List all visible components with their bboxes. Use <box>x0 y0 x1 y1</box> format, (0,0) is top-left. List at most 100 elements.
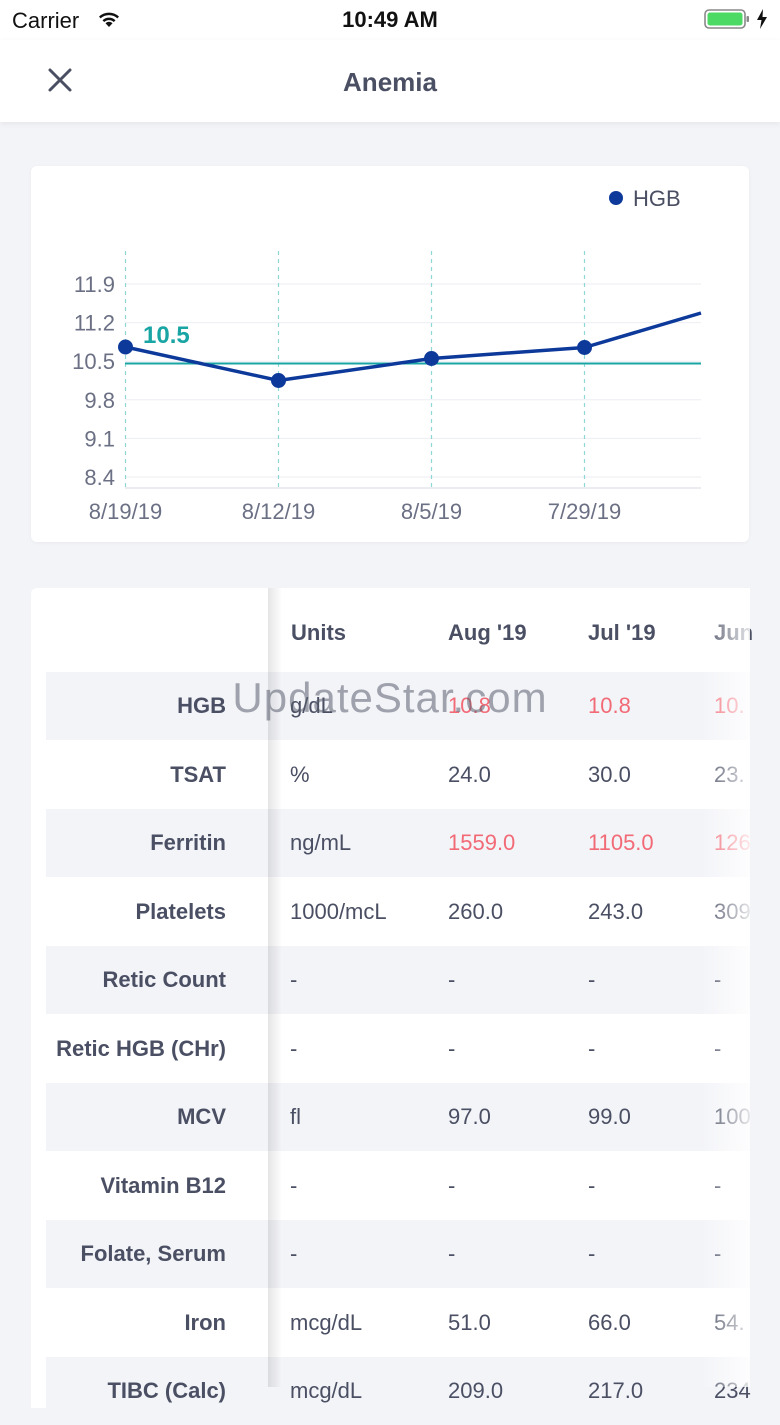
cell-jun: - <box>714 1241 722 1266</box>
cell-jul-19: - <box>588 1241 596 1266</box>
cell-aug-19: 209.0 <box>448 1378 504 1403</box>
battery-icon <box>704 9 749 29</box>
cell-units: ng/mL <box>290 830 352 855</box>
wifi-icon <box>99 12 119 27</box>
row-label: Folate, Serum <box>80 1241 226 1266</box>
cell-aug-19: 24.0 <box>448 761 491 787</box>
nav-bar: Anemia <box>0 40 780 122</box>
table-row[interactable]: Ferritin ng/mL 1559.0 1105.0 126 <box>46 809 751 877</box>
cell-jul-19: 217.0 <box>588 1378 644 1403</box>
table-row[interactable]: Folate, Serum - - - - <box>46 1220 750 1288</box>
cell-units: - <box>290 1035 298 1061</box>
table-row[interactable]: TIBC (Calc) mcg/dL 209.0 217.0 234 <box>46 1357 751 1425</box>
cell-units: - <box>290 1172 298 1198</box>
hgb-data-point <box>271 373 286 388</box>
cell-jul-19: 10.8 <box>588 693 631 718</box>
table-row[interactable]: HGB g/dL 10.8 10.8 10. <box>46 672 750 740</box>
reference-line-label: 10.5 <box>143 322 190 349</box>
cell-units: mcg/dL <box>290 1309 363 1335</box>
table-row[interactable]: Platelets 1000/mcL 260.0 243.0 309 <box>46 878 751 946</box>
cell-jul-19: - <box>588 1172 596 1198</box>
row-label: Iron <box>184 1309 226 1335</box>
cell-jun: - <box>714 1172 722 1198</box>
charging-bolt-icon <box>757 9 767 29</box>
cell-jun: - <box>714 967 722 992</box>
row-label: Retic Count <box>102 967 226 992</box>
cell-aug-19: 10.8 <box>448 693 491 718</box>
row-label: Retic HGB (CHr) <box>56 1035 226 1061</box>
table-row[interactable]: Vitamin B12 - - - - <box>46 1152 750 1220</box>
legend-marker <box>609 191 623 205</box>
y-tick-label: 9.1 <box>84 426 115 451</box>
row-label: TIBC (Calc) <box>107 1378 226 1403</box>
y-tick-label: 11.9 <box>74 272 115 297</box>
cell-units: mcg/dL <box>290 1378 363 1403</box>
cell-jul-19: 243.0 <box>588 898 644 924</box>
cell-jul-19: - <box>588 967 596 992</box>
carrier-label: Carrier <box>12 8 80 33</box>
cell-aug-19: - <box>448 1035 456 1061</box>
table-row[interactable]: Retic Count - - - - <box>46 946 750 1014</box>
chart-card: 11.9 11.2 10.5 9.8 9.1 8.4 8/19/19 8/12/19 8/5/1… <box>31 166 749 542</box>
y-tick-label: 10.5 <box>72 349 115 374</box>
cell-units: fl <box>290 1104 301 1129</box>
cell-aug-19: 1559.0 <box>448 830 516 855</box>
cell-units: g/dL <box>290 693 333 718</box>
x-tick-label: 8/19/19 <box>89 499 162 524</box>
row-label: Platelets <box>135 898 227 924</box>
row-label: HGB <box>177 693 226 718</box>
page-title: Anemia <box>343 67 437 97</box>
row-label: Vitamin B12 <box>100 1172 226 1198</box>
column-header-jun: Jun <box>714 620 754 645</box>
cell-jul-19: 66.0 <box>588 1309 631 1335</box>
column-header-aug-19: Aug '19 <box>448 620 527 645</box>
cell-jun: 234 <box>714 1378 751 1403</box>
hgb-series-line <box>125 311 702 383</box>
cell-jun: 10. <box>714 693 745 718</box>
cell-jun: - <box>714 1035 722 1061</box>
y-tick-label: 8.4 <box>84 465 115 490</box>
hgb-line-chart: 11.9 11.2 10.5 9.8 9.1 8.4 8/19/19 8/12/19 8/5/1… <box>72 186 702 524</box>
cell-units: - <box>290 1241 298 1266</box>
legend-label: HGB <box>633 186 681 211</box>
column-header-jul-19: Jul '19 <box>588 620 656 645</box>
cell-jun: 100 <box>714 1104 751 1129</box>
cell-jul-19: 1105.0 <box>588 830 654 855</box>
cell-jun: 54. <box>714 1309 745 1335</box>
cell-units: % <box>290 761 310 787</box>
cell-aug-19: - <box>448 1172 456 1198</box>
x-tick-label: 8/12/19 <box>242 499 315 524</box>
row-label: TSAT <box>170 761 226 787</box>
hgb-data-point <box>118 339 133 355</box>
row-label: MCV <box>177 1104 226 1129</box>
sticky-column-shadow <box>268 588 282 1387</box>
cell-jun: 309 <box>714 898 751 924</box>
cell-aug-19: 97.0 <box>448 1104 491 1129</box>
hgb-data-point <box>577 340 592 355</box>
cell-jun: 23. <box>714 761 745 787</box>
close-icon[interactable] <box>40 60 80 100</box>
cell-aug-19: - <box>448 967 456 992</box>
cell-jul-19: - <box>588 1035 596 1061</box>
cell-jun: 126 <box>714 830 751 855</box>
row-label: Ferritin <box>150 830 226 855</box>
cell-jul-19: 99.0 <box>588 1104 631 1129</box>
cell-aug-19: - <box>448 1241 456 1266</box>
cell-units: 1000/mcL <box>290 898 387 924</box>
cell-aug-19: 51.0 <box>448 1309 491 1335</box>
table-row[interactable]: Iron mcg/dL 51.0 66.0 54. <box>46 1289 750 1357</box>
table-row[interactable]: TSAT% 24.0 30.0 23. <box>46 741 750 809</box>
column-header-units: Units <box>291 620 346 645</box>
clock: 10:49 AM <box>342 7 438 32</box>
table-row[interactable]: Retic HGB (CHr) - - - - <box>46 1015 750 1083</box>
cell-units: - <box>290 967 298 992</box>
x-tick-label: 7/29/19 <box>548 499 621 524</box>
y-tick-label: 9.8 <box>84 388 115 413</box>
cell-jul-19: 30.0 <box>588 761 631 787</box>
cell-aug-19: 260.0 <box>448 898 504 924</box>
x-tick-label: 8/5/19 <box>401 499 462 524</box>
y-tick-label: 11.2 <box>74 311 115 336</box>
table-row[interactable]: MCV fl 97.0 99.0 100 <box>46 1083 751 1151</box>
hgb-data-point <box>424 351 439 366</box>
status-bar: Carrier 10:49 AM <box>0 0 780 40</box>
